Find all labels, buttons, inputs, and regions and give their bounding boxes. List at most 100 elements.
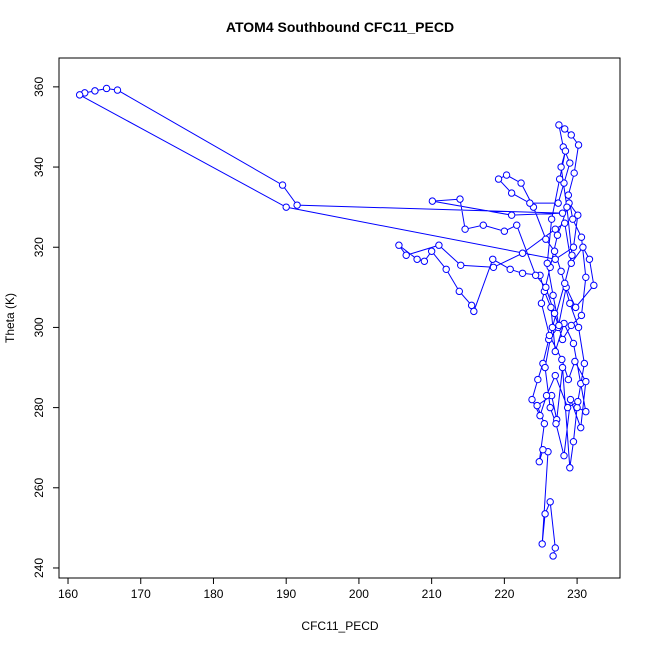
y-tick-label: 240 [32,558,46,578]
data-point [554,199,562,207]
data-point [558,355,566,364]
data-point [555,321,563,330]
data-point [547,303,555,312]
data-point [585,255,594,263]
data-point [548,323,557,332]
data-point [467,301,476,310]
data-point [494,175,503,183]
y-tick-label: 360 [32,77,46,97]
data-point [395,241,403,249]
data-point [545,331,554,340]
data-point [113,86,122,94]
data-point [479,221,487,229]
data-point [542,391,551,400]
data-point [558,209,567,217]
data-point [518,249,527,257]
data-point [574,397,582,406]
data-point [549,291,557,300]
data-point [590,281,598,290]
x-tick-label: 210 [422,587,442,601]
x-tick-label: 190 [276,587,296,601]
data-point [561,219,569,227]
data-point [551,347,559,356]
data-point [455,287,463,296]
data-point [457,261,465,269]
data-point [569,243,578,251]
data-point [558,335,567,344]
data-point [574,141,583,149]
data-point [534,375,542,384]
data-point [557,163,565,171]
data-point [551,225,559,233]
data-point [533,401,541,410]
data-point [489,255,497,263]
data-point [502,171,511,179]
x-tick-label: 220 [494,587,514,601]
data-point [547,215,556,223]
data-point [551,371,559,380]
data-point [102,84,111,93]
data-point [569,339,578,348]
data-point [566,464,574,472]
data-point [561,125,569,133]
data-point [542,235,550,243]
y-tick-label: 340 [32,157,46,177]
chart-title: ATOM4 Southbound CFC11_PECD [226,19,454,35]
data-point [470,307,478,316]
data-point [580,359,589,368]
data-point [535,458,543,466]
data-point [574,211,582,219]
data-point [564,191,573,199]
y-tick-label: 320 [32,237,46,257]
data-point [558,363,567,372]
data-point [561,147,570,155]
data-point [567,321,575,330]
data-point [278,181,287,189]
data-point [546,498,554,506]
data-point [579,243,587,251]
data-point [566,299,574,308]
data-point [564,375,573,384]
data-point [582,273,590,282]
data-point [550,309,559,318]
data-point [569,437,578,446]
data-point [569,215,577,223]
data-point [557,267,565,275]
y-axis-label: Theta (K) [3,293,17,343]
data-point [563,403,572,412]
data-point [555,175,564,183]
data-point [577,423,585,432]
data-point [551,255,559,263]
data-point [553,231,562,239]
plot-frame [58,57,621,579]
data-point [566,395,575,404]
data-point [571,303,580,312]
data-point [582,407,590,416]
data-point [91,87,99,95]
data-point [555,121,563,129]
data-point [577,233,586,241]
data-point [571,357,579,366]
data-point [551,544,559,552]
data-point [456,195,464,203]
data-point [540,419,549,428]
data-point [531,271,540,280]
data-point [561,279,569,288]
data-point [507,211,516,219]
data-point [435,241,443,249]
data-point [567,259,575,267]
data-point [461,225,469,233]
data-point [420,257,429,265]
y-tick-label: 300 [32,317,46,337]
data-point [577,311,586,320]
data-point [293,201,301,209]
y-tick-label: 280 [32,397,46,417]
y-tick-label: 260 [32,477,46,497]
data-point [528,395,536,404]
data-point [413,255,421,263]
data-point [550,247,559,255]
data-point [427,247,436,255]
data-point [538,540,546,548]
data-point [517,179,525,187]
